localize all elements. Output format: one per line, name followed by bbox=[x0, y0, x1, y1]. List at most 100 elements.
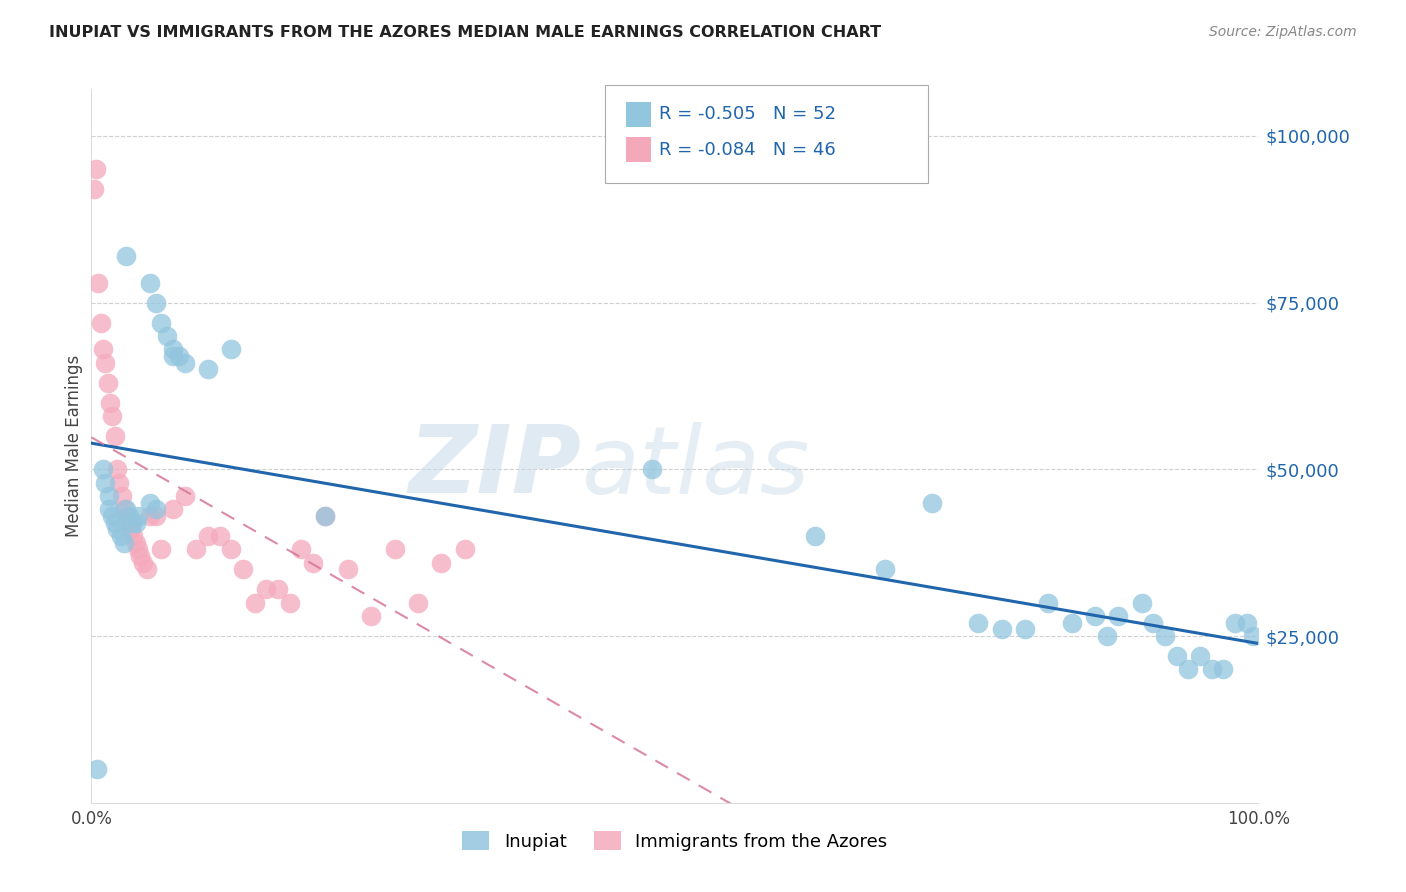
Text: Source: ZipAtlas.com: Source: ZipAtlas.com bbox=[1209, 25, 1357, 39]
Point bbox=[221, 542, 243, 557]
Point bbox=[1189, 649, 1212, 664]
Point bbox=[302, 556, 325, 570]
Point bbox=[1142, 615, 1164, 630]
Point bbox=[112, 535, 135, 549]
Point bbox=[138, 509, 162, 524]
Point bbox=[101, 509, 124, 524]
Point bbox=[990, 623, 1012, 637]
Point bbox=[156, 329, 179, 343]
Point bbox=[967, 615, 990, 630]
Point bbox=[110, 529, 132, 543]
Point bbox=[1166, 649, 1188, 664]
Point bbox=[87, 276, 110, 290]
Point bbox=[1241, 629, 1264, 643]
Point bbox=[86, 763, 108, 777]
Point bbox=[122, 529, 145, 543]
Text: ZIP: ZIP bbox=[409, 421, 582, 514]
Point bbox=[1236, 615, 1258, 630]
Point bbox=[1038, 596, 1060, 610]
Legend: Inupiat, Immigrants from the Azores: Inupiat, Immigrants from the Azores bbox=[456, 824, 894, 858]
Point bbox=[105, 462, 128, 476]
Point bbox=[115, 249, 138, 263]
Point bbox=[90, 316, 112, 330]
Point bbox=[454, 542, 477, 557]
Point bbox=[167, 349, 190, 363]
Point bbox=[162, 343, 184, 357]
Point bbox=[121, 516, 143, 530]
Point bbox=[138, 276, 162, 290]
Point bbox=[1084, 609, 1107, 624]
Point bbox=[150, 542, 173, 557]
Point bbox=[127, 509, 149, 524]
Point bbox=[91, 343, 114, 357]
Point bbox=[384, 542, 406, 557]
Point bbox=[136, 562, 159, 576]
Point bbox=[173, 489, 195, 503]
Point bbox=[98, 395, 121, 409]
Point bbox=[112, 502, 135, 516]
Point bbox=[115, 502, 138, 516]
Point bbox=[406, 596, 429, 610]
Point bbox=[1201, 662, 1223, 676]
Point bbox=[97, 376, 120, 390]
Point bbox=[208, 529, 231, 543]
Point bbox=[97, 502, 120, 516]
Point bbox=[145, 509, 167, 524]
Point bbox=[111, 489, 134, 503]
Point bbox=[84, 162, 107, 177]
Point bbox=[145, 295, 167, 310]
Point bbox=[125, 535, 148, 549]
Point bbox=[921, 496, 943, 510]
Point bbox=[83, 182, 105, 196]
Point bbox=[221, 343, 243, 357]
Point bbox=[105, 522, 128, 536]
Point bbox=[267, 582, 290, 597]
Point bbox=[129, 549, 152, 563]
Y-axis label: Median Male Earnings: Median Male Earnings bbox=[65, 355, 83, 537]
Point bbox=[94, 475, 117, 490]
Point bbox=[173, 356, 195, 370]
Point bbox=[91, 462, 114, 476]
Point bbox=[1154, 629, 1177, 643]
Point bbox=[337, 562, 360, 576]
Point bbox=[314, 509, 336, 524]
Text: R = -0.084   N = 46: R = -0.084 N = 46 bbox=[659, 141, 837, 159]
Point bbox=[1177, 662, 1199, 676]
Point bbox=[94, 356, 117, 370]
Point bbox=[640, 462, 662, 476]
Point bbox=[1107, 609, 1129, 624]
Point bbox=[1014, 623, 1036, 637]
Point bbox=[278, 596, 301, 610]
Point bbox=[162, 502, 184, 516]
Point bbox=[101, 409, 124, 423]
Point bbox=[232, 562, 254, 576]
Point bbox=[243, 596, 266, 610]
Point bbox=[1130, 596, 1153, 610]
Point bbox=[115, 509, 138, 524]
Point bbox=[197, 529, 219, 543]
Point bbox=[127, 542, 149, 557]
Point bbox=[125, 516, 148, 530]
Text: R = -0.505   N = 52: R = -0.505 N = 52 bbox=[659, 105, 837, 123]
Text: INUPIAT VS IMMIGRANTS FROM THE AZORES MEDIAN MALE EARNINGS CORRELATION CHART: INUPIAT VS IMMIGRANTS FROM THE AZORES ME… bbox=[49, 25, 882, 40]
Point bbox=[873, 562, 896, 576]
Point bbox=[145, 502, 167, 516]
Point bbox=[256, 582, 278, 597]
Text: atlas: atlas bbox=[582, 422, 810, 513]
Point bbox=[186, 542, 208, 557]
Point bbox=[804, 529, 827, 543]
Point bbox=[97, 489, 120, 503]
Point bbox=[118, 516, 141, 530]
Point bbox=[314, 509, 336, 524]
Point bbox=[360, 609, 382, 624]
Point bbox=[162, 349, 184, 363]
Point bbox=[1095, 629, 1118, 643]
Point bbox=[1223, 615, 1246, 630]
Point bbox=[1212, 662, 1234, 676]
Point bbox=[150, 316, 173, 330]
Point bbox=[290, 542, 312, 557]
Point bbox=[197, 362, 219, 376]
Point bbox=[118, 509, 141, 524]
Point bbox=[108, 475, 131, 490]
Point bbox=[430, 556, 453, 570]
